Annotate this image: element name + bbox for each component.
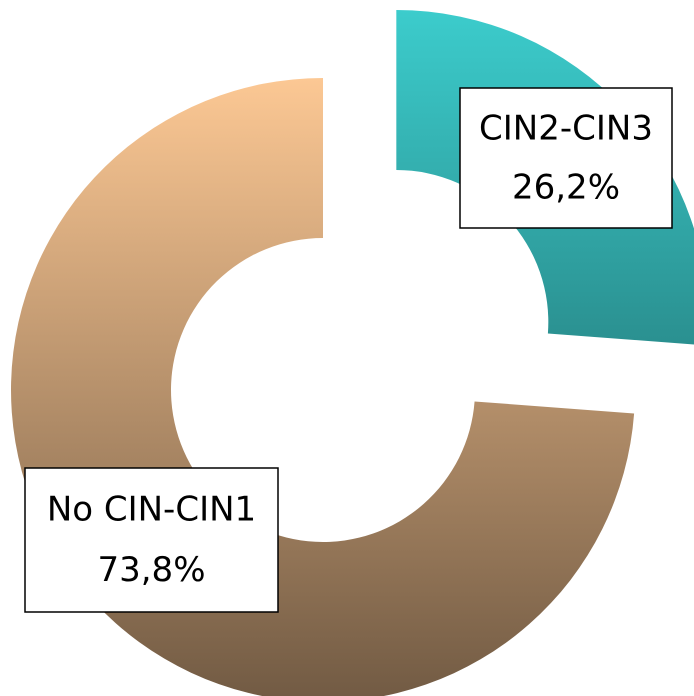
category-label: CIN2-CIN3 xyxy=(479,109,653,149)
label-box xyxy=(24,467,279,613)
value-label: 26,2% xyxy=(512,167,620,207)
label-box xyxy=(459,87,673,229)
value-label: 73,8% xyxy=(97,550,205,590)
category-label: No CIN-CIN1 xyxy=(47,490,256,530)
